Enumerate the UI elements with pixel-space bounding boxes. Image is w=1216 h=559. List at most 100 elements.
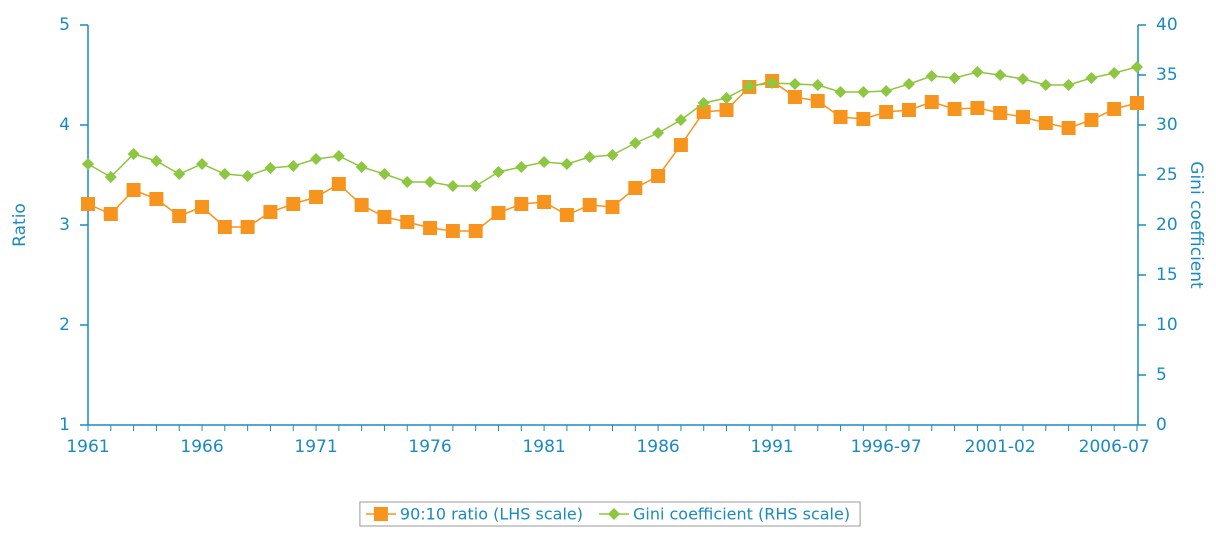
data-point [696, 105, 711, 119]
data-point [468, 224, 483, 238]
data-point [1107, 102, 1122, 116]
data-point [446, 180, 459, 192]
data-point [424, 176, 437, 188]
y2-tick-label: 10 [1156, 315, 1178, 335]
data-point [1061, 121, 1076, 135]
series-line [87, 66, 1138, 187]
data-point [241, 170, 254, 182]
y-tick-label: 5 [59, 15, 70, 35]
data-point [674, 114, 687, 126]
y2-tick-label: 5 [1156, 365, 1167, 385]
y2-tick-label: 40 [1156, 15, 1178, 35]
data-point [332, 150, 345, 162]
data-point [879, 105, 894, 119]
data-point [514, 197, 529, 211]
data-point [582, 198, 597, 212]
data-point [537, 195, 552, 209]
x-tick-label: 2001-02 [965, 437, 1036, 457]
y-tick-label: 4 [59, 115, 70, 135]
y-tick-label: 1 [59, 415, 70, 435]
legend-label: Gini coefficient (RHS scale) [633, 505, 850, 524]
x-tick-label: 2006-07 [1079, 437, 1150, 457]
data-point [172, 209, 187, 223]
data-point [628, 181, 643, 195]
legend: 90:10 ratio (LHS scale) Gini coefficient … [359, 501, 861, 527]
data-point [401, 176, 414, 188]
data-point [287, 160, 300, 172]
x-tick-label: 1991 [750, 437, 793, 457]
data-point [354, 198, 369, 212]
legend-label: 90:10 ratio (LHS scale) [400, 505, 583, 524]
x-tick-label: 1966 [180, 437, 223, 457]
x-tick-label: 1961 [66, 437, 109, 457]
data-point [1108, 67, 1121, 79]
data-point [127, 148, 140, 160]
data-point [81, 197, 95, 211]
data-point [218, 168, 231, 180]
data-point [925, 70, 938, 82]
data-point [195, 200, 210, 214]
data-point [880, 85, 893, 97]
data-point [286, 197, 301, 211]
data-point [1062, 79, 1075, 91]
data-point [173, 168, 186, 180]
data-point [196, 158, 209, 170]
data-point [948, 72, 961, 84]
x-tick-label: 1976 [408, 437, 451, 457]
data-point [263, 205, 278, 219]
legend-marker [607, 508, 620, 520]
y-tick-label: 2 [59, 315, 70, 335]
data-point [606, 149, 619, 161]
data-point [1085, 72, 1098, 84]
data-point [445, 224, 460, 238]
data-point [583, 151, 596, 163]
data-point [126, 183, 141, 197]
data-point [310, 153, 323, 165]
data-point [1130, 96, 1144, 110]
data-point [1131, 61, 1143, 73]
y-axis-title: Ratio [10, 203, 30, 247]
data-point [492, 166, 505, 178]
data-point [787, 90, 802, 104]
data-point [217, 220, 232, 234]
data-point [559, 208, 574, 222]
data-point [378, 168, 391, 180]
data-point [719, 103, 734, 117]
data-point [1038, 116, 1053, 130]
data-point [1039, 79, 1052, 91]
data-point [491, 206, 506, 220]
legend-box [359, 501, 861, 527]
y2-tick-label: 25 [1156, 165, 1178, 185]
data-point [810, 94, 825, 108]
data-point [560, 158, 573, 170]
x-tick-label: 1986 [636, 437, 679, 457]
data-point [264, 162, 277, 174]
x-tick-label: 1996-97 [851, 437, 922, 457]
data-point [902, 78, 915, 90]
data-point [720, 92, 733, 104]
data-point [469, 180, 482, 192]
data-point [856, 112, 871, 126]
data-point [947, 102, 962, 116]
data-point [104, 171, 117, 183]
x-tick-label: 1981 [522, 437, 565, 457]
data-point [901, 103, 916, 117]
data-point [994, 69, 1007, 81]
data-point [1084, 113, 1099, 127]
data-point [629, 137, 642, 149]
data-point [605, 200, 620, 214]
data-point [970, 101, 985, 115]
data-point [651, 169, 666, 183]
data-point [1015, 110, 1030, 124]
data-point [355, 161, 368, 173]
data-point [149, 192, 164, 206]
y2-tick-label: 0 [1156, 415, 1167, 435]
data-point [811, 79, 824, 91]
data-point [309, 190, 324, 204]
data-point [924, 95, 939, 109]
data-point [971, 66, 984, 78]
data-point [103, 207, 118, 221]
data-point [788, 78, 801, 90]
y2-tick-label: 35 [1156, 65, 1178, 85]
y-tick-label: 3 [59, 215, 70, 235]
